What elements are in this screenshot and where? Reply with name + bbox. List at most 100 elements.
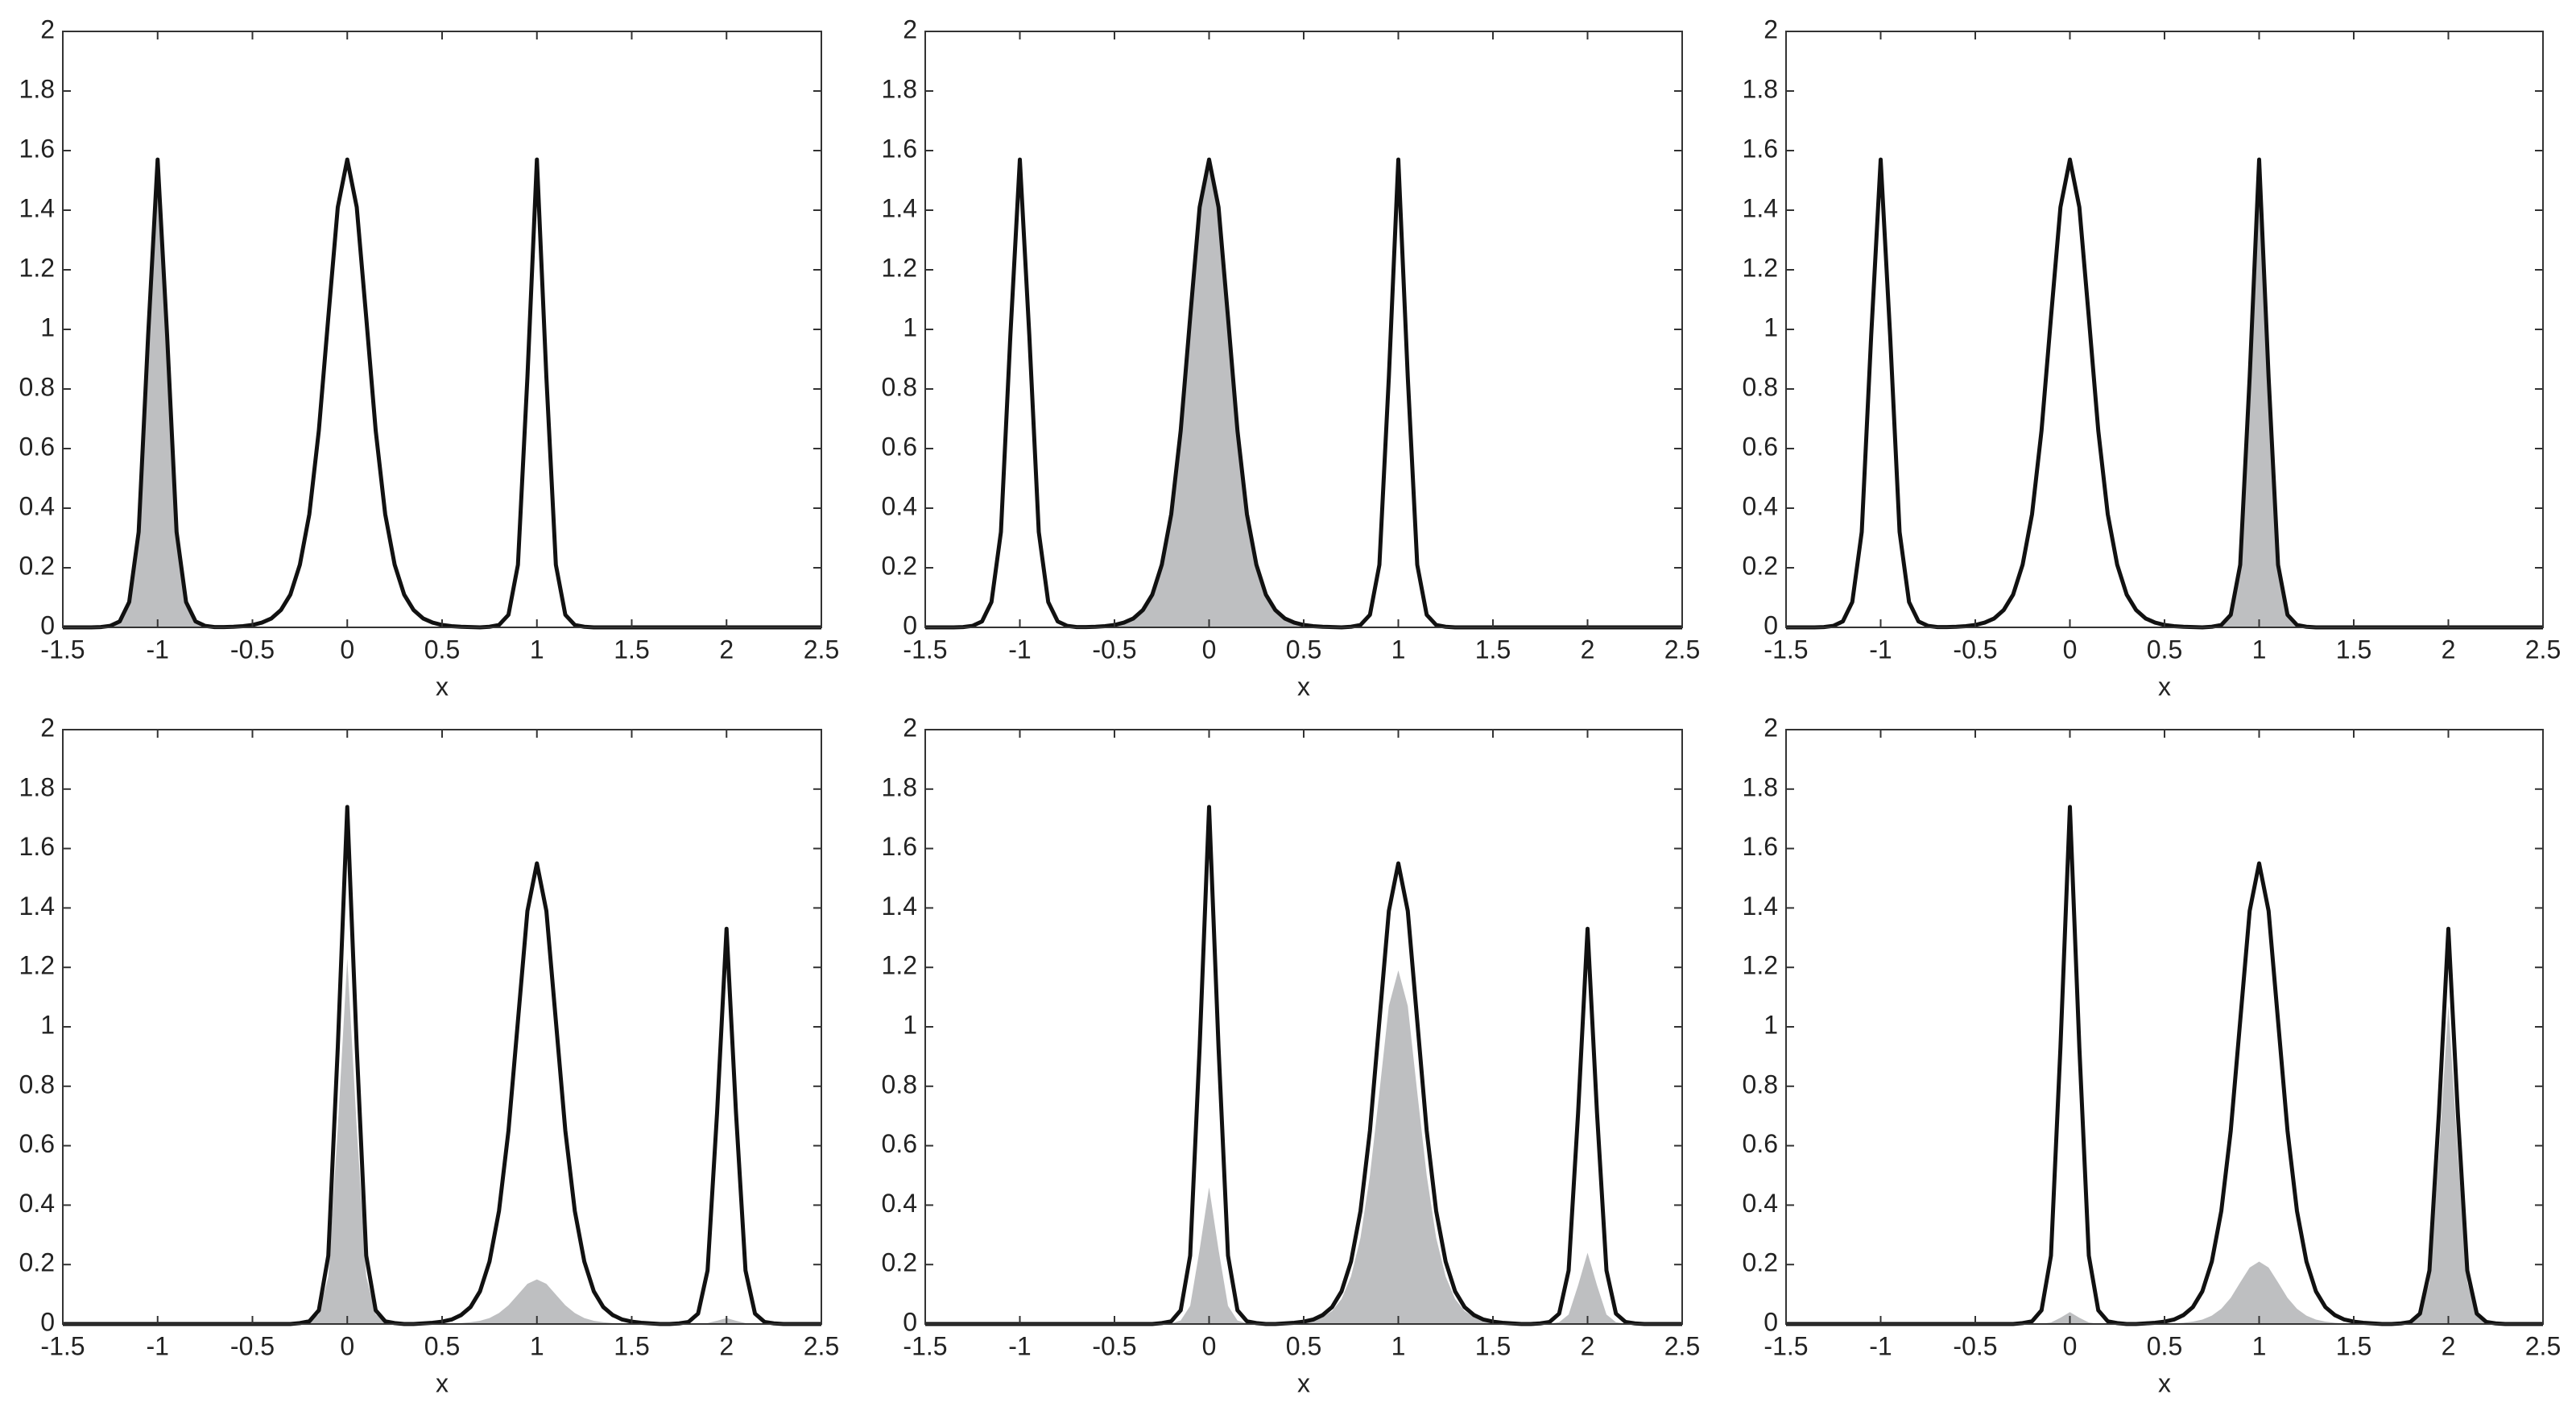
line [1786,157,2543,630]
x-tick-label: 0 [340,1331,354,1360]
plot-frame [62,729,822,1325]
line [925,805,1682,1326]
y-tick-label: 2 [903,14,917,43]
plot-frame [924,729,1683,1325]
x-tick-label: 1 [530,635,544,664]
x-tick-label: 2.5 [1664,1331,1700,1360]
x-tick-label: 2 [1581,1331,1595,1360]
x-tick-label: 2 [1581,635,1595,664]
line [63,805,821,1326]
x-tick-label: 1.5 [2336,635,2371,664]
x-axis-label: x [1297,1368,1310,1397]
x-tick-label: 2 [2442,1331,2456,1360]
y-tick-label: 0.6 [882,432,917,461]
x-tick-label: 2.5 [1664,635,1700,664]
y-tick-label: 1 [1764,312,1778,341]
line [925,157,1682,630]
x-tick-label: 0 [340,635,354,664]
y-tick-label: 1.4 [1743,892,1778,921]
y-tick-label: 0.8 [19,1070,55,1098]
y-tick-label: 0.8 [1743,1070,1778,1098]
x-tick-label: 2.5 [2525,1331,2561,1360]
x-tick-label: -0.5 [1092,1331,1136,1360]
y-tick-label: 0 [903,1307,917,1336]
area [63,159,821,628]
x-tick-label: 1.5 [1475,1331,1511,1360]
x-tick-label: 0 [2063,635,2078,664]
y-tick-label: 1.2 [19,951,55,980]
y-tick-label: 0.8 [1743,372,1778,401]
area [1786,159,2543,628]
area [925,159,1682,628]
y-tick-label: 0.6 [19,432,55,461]
x-tick-label: 0 [1202,1331,1217,1360]
x-tick-label: 1.5 [2336,1331,2371,1360]
x-tick-label: -1 [1869,635,1892,664]
y-tick-label: 0.2 [882,1248,917,1277]
y-tick-label: 0.4 [1743,1189,1778,1218]
x-tick-label: -1 [1008,635,1031,664]
x-tick-label: 0.5 [424,1331,460,1360]
x-tick-label: 0.5 [2147,635,2182,664]
x-tick-label: 2 [719,1331,734,1360]
x-tick-label: 1 [2252,1331,2267,1360]
x-axis-label: x [2158,672,2171,701]
y-tick-label: 0.4 [1743,491,1778,520]
x-axis-label: x [1297,672,1310,701]
x-tick-label: 1 [2252,635,2267,664]
x-tick-label: 0.5 [2147,1331,2182,1360]
y-tick-label: 1.6 [19,134,55,163]
x-tick-label: 0.5 [424,635,460,664]
y-tick-label: 0 [1764,1307,1778,1336]
x-tick-label: -0.5 [230,1331,275,1360]
y-tick-label: 2 [1764,14,1778,43]
x-tick-label: -1.5 [40,635,85,664]
y-tick-label: 1 [903,312,917,341]
y-tick-label: 1.4 [19,892,55,921]
y-tick-label: 1.4 [1743,193,1778,222]
y-tick-label: 0.6 [882,1129,917,1158]
line [1786,805,2543,1326]
y-tick-label: 1.8 [882,772,917,801]
y-tick-label: 0.2 [19,1248,55,1277]
x-axis-label: x [436,672,449,701]
y-tick-label: 0.8 [882,372,917,401]
y-tick-label: 0.6 [1743,432,1778,461]
y-tick-label: 1.8 [19,772,55,801]
x-tick-label: -1 [147,1331,169,1360]
y-tick-label: 1.8 [1743,772,1778,801]
x-tick-label: 1 [1391,635,1406,664]
x-tick-label: 1 [530,1331,544,1360]
area [1786,1006,2543,1324]
x-tick-label: 2 [2442,635,2456,664]
y-tick-label: 1 [40,312,55,341]
y-tick-label: 0.2 [1743,1248,1778,1277]
y-tick-label: 1.2 [1743,253,1778,282]
y-tick-label: 1.8 [19,74,55,103]
y-tick-label: 1.2 [19,253,55,282]
x-tick-label: -1 [1008,1331,1031,1360]
y-tick-label: 0.6 [1743,1129,1778,1158]
y-tick-label: 2 [40,14,55,43]
x-tick-label: 1 [1391,1331,1406,1360]
y-tick-label: 0 [40,1307,55,1336]
y-tick-label: 0 [1764,610,1778,639]
y-tick-label: 1.2 [882,951,917,980]
x-tick-label: -1 [1869,1331,1892,1360]
plot-frame [1785,729,2544,1325]
y-tick-label: 1.8 [882,74,917,103]
y-tick-label: 2 [40,713,55,742]
x-tick-label: 0 [1202,635,1217,664]
y-tick-label: 0.4 [882,491,917,520]
y-tick-label: 1.6 [19,832,55,861]
x-axis-label: x [436,1368,449,1397]
y-tick-label: 1.6 [1743,832,1778,861]
y-tick-label: 1.4 [882,193,917,222]
y-tick-label: 1 [903,1010,917,1039]
y-tick-label: 1 [1764,1010,1778,1039]
x-axis-label: x [2158,1368,2171,1397]
y-tick-label: 1.6 [1743,134,1778,163]
y-tick-label: 0 [40,610,55,639]
y-tick-label: 1.2 [1743,951,1778,980]
